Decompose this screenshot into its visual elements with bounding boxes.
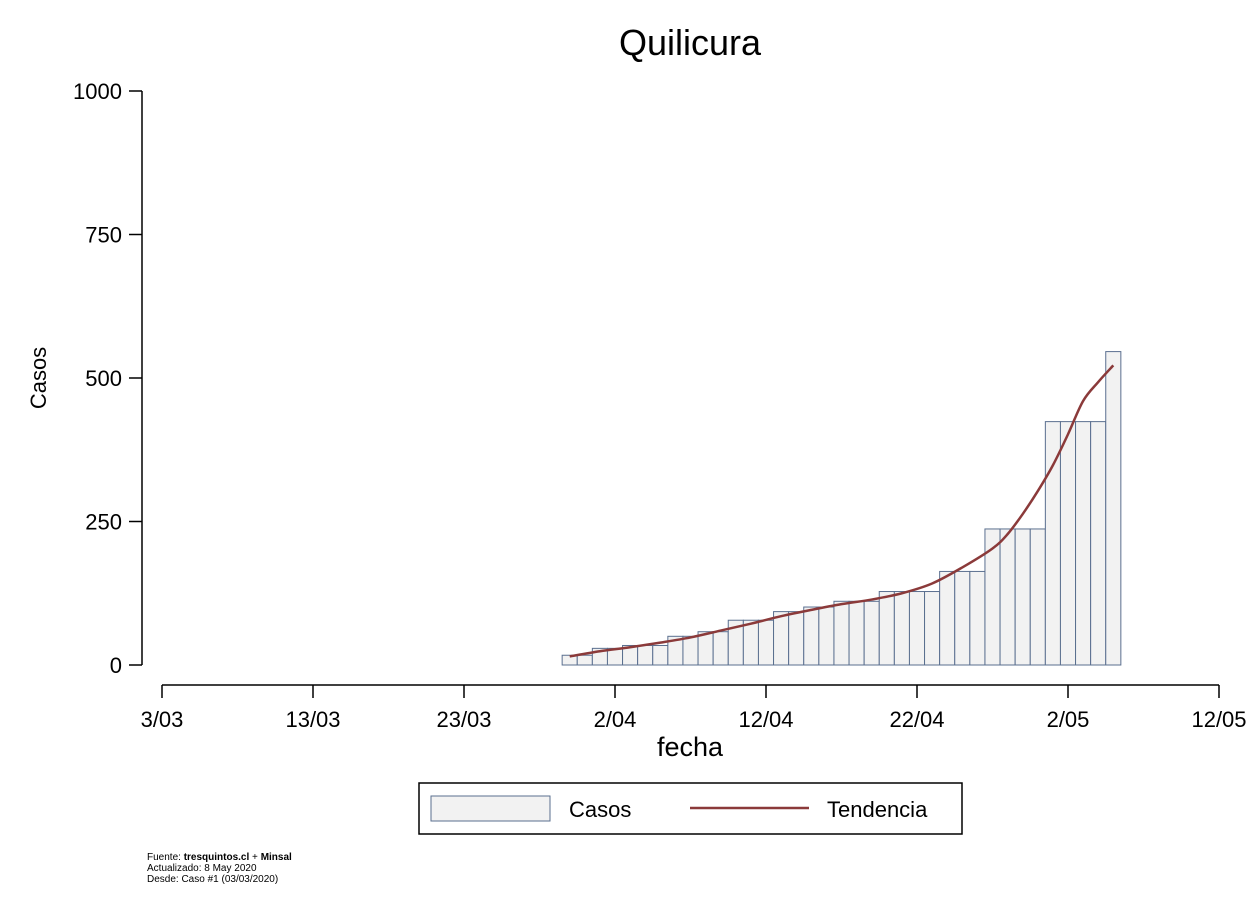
bar	[908, 591, 926, 666]
bar	[848, 600, 865, 666]
y-tick-label: 1000	[73, 79, 122, 104]
footer-updated: Actualizado: 8 May 2020	[147, 863, 257, 874]
bar	[1044, 421, 1061, 666]
bar	[1029, 528, 1046, 666]
bar	[818, 606, 835, 666]
bar	[652, 644, 669, 666]
y-tick-label: 0	[110, 653, 122, 678]
x-tick-label: 12/05	[1191, 707, 1246, 732]
footer-notes: Fuente: tresquintos.cl + Minsal Actualiz…	[147, 852, 292, 885]
bar	[954, 570, 971, 666]
y-tick-label: 250	[85, 510, 122, 535]
footer-source-label: Fuente:	[147, 852, 184, 863]
bar	[576, 654, 593, 666]
trend-series	[569, 364, 1115, 658]
x-tick-label: 12/04	[738, 707, 793, 732]
bar	[969, 570, 986, 666]
footer-since: Desde: Caso #1 (03/03/2020)	[147, 874, 279, 885]
chart-title: Quilicura	[619, 22, 762, 63]
bar	[757, 619, 775, 666]
footer-source-site: tresquintos.cl	[183, 852, 250, 863]
bar	[1014, 528, 1031, 666]
bar	[1105, 351, 1122, 666]
bar	[742, 619, 759, 666]
x-tick-label: 2/04	[594, 707, 637, 732]
y-tick-label: 500	[85, 366, 122, 391]
y-axis-label: Casos	[26, 347, 51, 409]
bar	[833, 600, 850, 666]
x-tick-label: 13/03	[285, 707, 340, 732]
bar	[1059, 421, 1077, 666]
bar	[893, 591, 910, 666]
x-tick-label: 22/04	[889, 707, 944, 732]
bar	[788, 611, 805, 666]
x-axis-label: fecha	[657, 732, 724, 762]
footer-source-separator: +	[249, 852, 261, 863]
y-tick-label: 750	[85, 223, 122, 248]
footer-source-org: Minsal	[260, 852, 292, 863]
bar	[1090, 421, 1107, 666]
trend-line	[569, 364, 1115, 658]
bar-series	[561, 351, 1122, 666]
y-axis: 0 250 500 750 1000	[73, 79, 143, 678]
legend-label-tendencia: Tendencia	[827, 797, 928, 822]
bar	[803, 606, 820, 666]
bar	[939, 570, 956, 666]
x-tick-label: 23/03	[436, 707, 491, 732]
bar	[697, 631, 714, 666]
x-tick-label: 2/05	[1047, 707, 1090, 732]
footer-source: Fuente: tresquintos.cl + Minsal	[147, 852, 292, 863]
legend-swatch-casos	[430, 795, 551, 822]
bar	[773, 611, 790, 666]
legend: Casos Tendencia	[418, 782, 963, 835]
bar	[682, 635, 699, 666]
bar	[712, 631, 729, 666]
x-axis: 3/03 13/03 23/03 2/04 12/04 22/04 2/05 12/05	[141, 684, 1247, 732]
bar	[878, 591, 895, 666]
x-tick-label: 3/03	[141, 707, 184, 732]
bar	[924, 591, 941, 666]
bar	[637, 644, 654, 666]
bar	[1075, 421, 1092, 666]
bar	[999, 528, 1016, 666]
bar	[863, 600, 880, 666]
legend-label-casos: Casos	[569, 797, 631, 822]
